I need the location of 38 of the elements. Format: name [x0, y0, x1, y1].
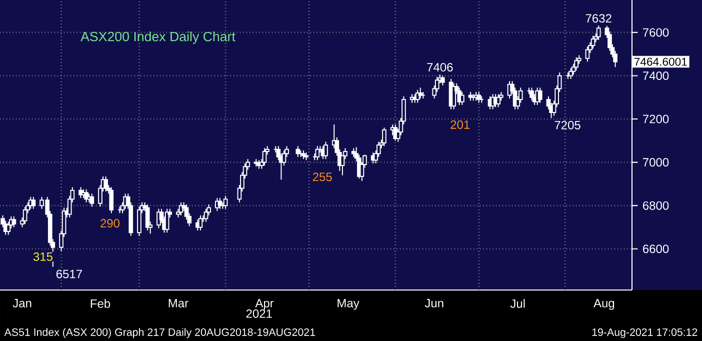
text: AS51 Index (ASX 200) Graph 217 Daily 20AUG2018-19AUG2021 [4, 328, 315, 338]
annotation: 7632 [586, 14, 612, 23]
candlestick [137, 206, 142, 236]
y-tick-label: 6800 [643, 201, 669, 210]
candlestick [568, 68, 573, 80]
annotation: 6517 [56, 270, 82, 278]
candlestick [590, 35, 596, 50]
x-axis-title: 2021 [246, 309, 272, 318]
y-tick-label: 7600 [643, 28, 669, 37]
candlestick [538, 87, 542, 104]
annotation: 255 [312, 172, 332, 182]
x-tick-label: Feb [90, 299, 110, 308]
annotation: 315 [33, 252, 52, 261]
candlestick [262, 148, 267, 166]
annotation: 201 [450, 120, 470, 129]
candlestick [596, 25, 601, 41]
candlestick [382, 127, 386, 147]
y-tick-label: 6600 [643, 244, 669, 254]
x-tick-label: May [338, 299, 360, 310]
y-tick-label: 7400 [643, 71, 669, 80]
candlestick [574, 56, 578, 71]
text: 19-Aug-2021 17:05:12 [592, 328, 698, 338]
x-tick-label: Mar [168, 299, 188, 308]
x-tick-label: Apr [255, 299, 274, 310]
annotation: 290 [100, 219, 120, 228]
candlestick [109, 186, 114, 214]
annotation: 7406 [427, 63, 453, 72]
candlestick [324, 141, 328, 160]
annotation: 7464.6001 [634, 58, 687, 66]
y-tick-label: 7000 [643, 158, 669, 167]
annotation: 7205 [554, 120, 580, 130]
x-tick-label: Aug [594, 299, 614, 310]
candlestick [460, 91, 464, 106]
y-tick-label: 7200 [643, 114, 669, 124]
x-tick-label: Jan [12, 299, 32, 308]
x-tick-label: Jun [424, 299, 444, 308]
x-tick-label: Jul [510, 299, 525, 308]
text: ASX200 Index Daily Chart [80, 31, 236, 44]
